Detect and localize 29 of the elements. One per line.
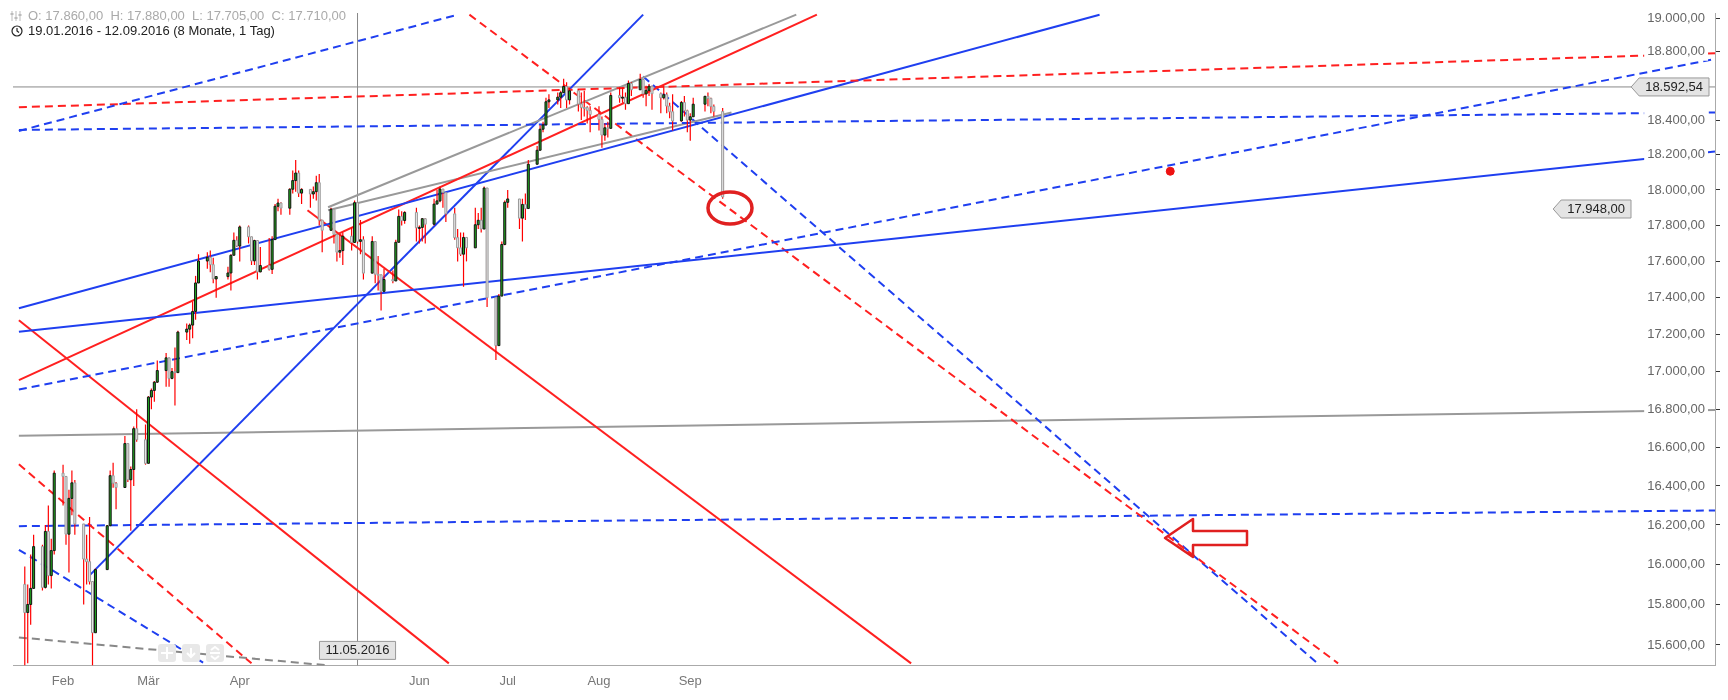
x-tick-label: Jun	[408, 672, 430, 688]
x-tick-label: Feb	[51, 672, 75, 688]
y-tick-label: 15.600,00	[1647, 636, 1705, 652]
x-tick-label: Mär	[137, 672, 161, 688]
y-tick-label: 15.800,00	[1647, 596, 1705, 612]
y-tick-label: 16.800,00	[1647, 400, 1705, 416]
y-tick-label: 17.000,00	[1647, 363, 1705, 379]
y-tick-label: 18.000,00	[1647, 181, 1705, 197]
y-tick-label: 16.600,00	[1647, 438, 1705, 454]
y-tick-label: 17.400,00	[1647, 289, 1705, 305]
y-tick-label: 18.400,00	[1647, 111, 1705, 127]
x-tick-label: Aug	[587, 672, 611, 688]
y-tick-label: 18.800,00	[1647, 43, 1705, 59]
text: 19.01.2016 - 12.09.2016 (8 Monate, 1 Tag)	[28, 23, 275, 38]
ref-line-label: 18.592,54	[1645, 78, 1703, 94]
y-tick-label: 16.200,00	[1647, 516, 1705, 532]
y-tick-label: 16.400,00	[1647, 477, 1705, 493]
y-tick-label: 19.000,00	[1647, 9, 1705, 25]
x-tick-label: Sep	[678, 672, 702, 688]
annotation: 17.948,00	[1567, 200, 1625, 216]
ref-line-label: 11.05.2016	[325, 641, 390, 657]
x-tick-label: Apr	[229, 672, 251, 688]
x-tick-label: Jul	[499, 672, 517, 688]
y-tick-label: 17.600,00	[1647, 252, 1705, 268]
y-tick-label: 16.000,00	[1647, 556, 1705, 572]
y-tick-label: 17.800,00	[1647, 217, 1705, 233]
chart-title: O: 17.860,00 H: 17.880,00 L: 17.705,00 C: 17.710,00	[28, 8, 347, 23]
y-tick-label: 17.200,00	[1647, 326, 1705, 342]
y-tick-label: 18.200,00	[1647, 146, 1705, 162]
